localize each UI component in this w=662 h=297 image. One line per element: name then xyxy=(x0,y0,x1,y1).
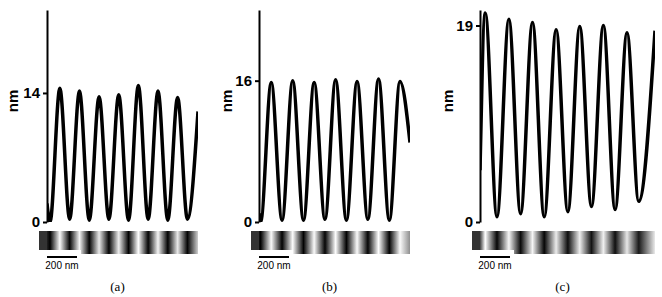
y-axis-line xyxy=(259,11,261,223)
tick-label: 19 xyxy=(456,17,473,34)
plot-area xyxy=(259,79,410,222)
tick-mark xyxy=(43,222,47,224)
y-axis: 0 16 xyxy=(235,11,259,231)
tick: 14 xyxy=(23,84,47,101)
tick-mark xyxy=(43,92,47,94)
profile-line xyxy=(480,13,655,217)
tick-label: 0 xyxy=(244,213,252,230)
tick: 16 xyxy=(235,72,259,89)
panel: 0 14nm 200 nm (a) xyxy=(4,11,198,295)
scale-bar xyxy=(480,256,510,258)
profile-line xyxy=(47,86,198,222)
y-axis: 0 14 xyxy=(23,11,47,231)
profile-line xyxy=(259,79,410,222)
y-axis-line xyxy=(47,11,49,223)
plot-area xyxy=(47,86,198,222)
y-axis-title: nm xyxy=(218,90,235,113)
tick: 19 xyxy=(456,17,480,34)
panel: 0 19 nm 200 nm (c) xyxy=(439,11,655,295)
tick-label: 0 xyxy=(465,213,473,230)
panel-caption: (b) xyxy=(322,279,337,294)
panel-caption: (a) xyxy=(110,279,124,294)
tick-mark xyxy=(255,222,259,224)
tick-label: 0 xyxy=(32,213,40,230)
scale-bar xyxy=(47,256,77,258)
scale-bar xyxy=(259,256,289,258)
scale-bar-label: 200 nm xyxy=(478,260,511,271)
tick-mark xyxy=(476,222,480,224)
tick: 0 xyxy=(244,213,259,230)
tick-mark xyxy=(476,25,480,27)
tick: 0 xyxy=(32,213,47,230)
panel-caption: (c) xyxy=(555,279,569,294)
y-axis: 0 19 xyxy=(456,11,480,231)
tick-label: 16 xyxy=(235,72,252,89)
scale-bar-label: 200 nm xyxy=(257,260,290,271)
plot-area xyxy=(480,13,655,217)
panel: 0 16nm 200 nm (b) xyxy=(218,11,410,295)
scale-bar-box xyxy=(251,250,293,272)
tick-mark xyxy=(255,80,259,82)
tick-label: 14 xyxy=(23,84,40,101)
scale-bar-box xyxy=(39,250,81,272)
y-axis-title: nm xyxy=(439,90,456,113)
figure: 014nm200 nm(a)016nm200 nm(b)019nm200 nm(… xyxy=(0,0,662,297)
y-axis-title: nm xyxy=(4,90,21,113)
scale-bar-box xyxy=(472,250,514,272)
tick: 0 xyxy=(465,213,480,230)
scale-bar-label: 200 nm xyxy=(45,260,78,271)
